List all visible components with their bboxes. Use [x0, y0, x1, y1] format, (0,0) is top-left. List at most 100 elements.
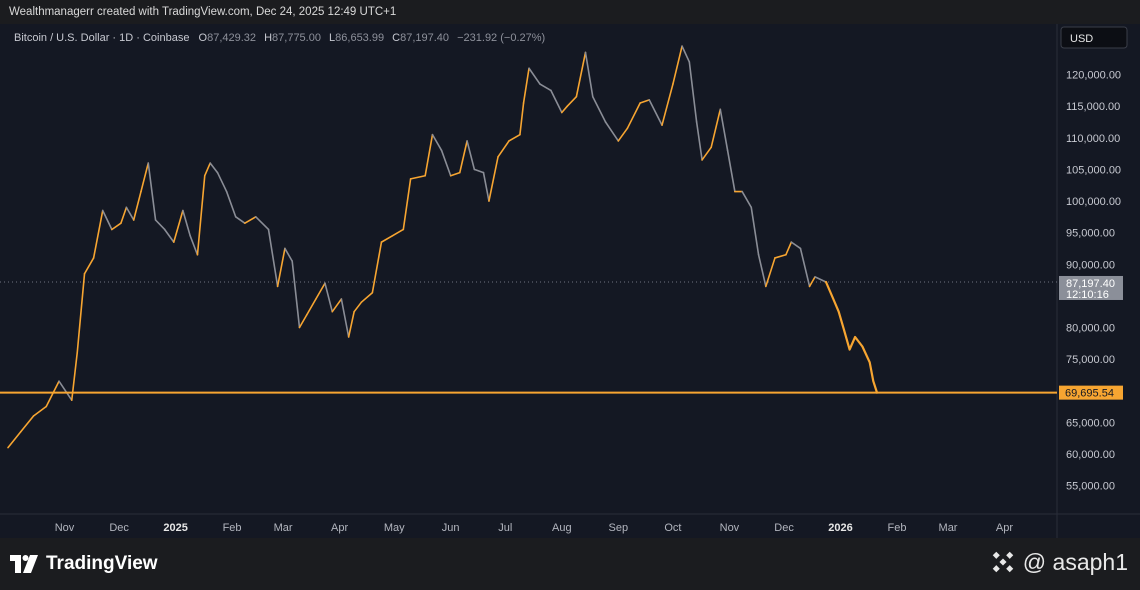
chart-credit: Wealthmanagerr created with TradingView.…: [9, 6, 397, 18]
price-segment: [550, 89, 563, 114]
time-tick-label: 2026: [828, 522, 852, 534]
plot-background: [0, 24, 1057, 514]
price-segment: [216, 171, 228, 193]
time-tick-label: Feb: [223, 522, 242, 534]
price-segment: [566, 95, 578, 107]
price-segment: [76, 272, 86, 354]
symbol-label: Bitcoin / U.S. Dollar · 1D · Coinbase: [14, 32, 189, 44]
price-segment: [154, 219, 166, 231]
price-segment: [688, 61, 698, 123]
open-label: O: [199, 32, 208, 44]
price-segment: [639, 99, 651, 104]
time-axis[interactable]: Nov Dec 2025 Feb Mar Apr May Jun Jul Aug Sep Oct Nov…: [55, 522, 1014, 534]
price-tick-label: 110,000.00: [1066, 133, 1120, 145]
price-segment: [111, 222, 122, 231]
price-segment: [473, 168, 485, 174]
price-segment: [431, 133, 443, 152]
time-tick-label: Nov: [55, 522, 75, 534]
time-tick-label: May: [384, 522, 405, 534]
price-segment: [741, 190, 753, 209]
price-axis[interactable]: 125,000.00120,000.00115,000.00110,000.00…: [1066, 38, 1121, 493]
price-segment: [648, 99, 663, 126]
price-segment: [324, 282, 334, 313]
price-segment: [681, 45, 691, 63]
price-segment: [528, 67, 541, 85]
price-segment: [402, 178, 412, 231]
price-series: [7, 45, 827, 449]
high-value: 87,775.00: [272, 32, 321, 44]
time-tick-label: Apr: [996, 522, 1013, 534]
price-tick-label: 75,000.00: [1066, 354, 1115, 366]
price-segment: [765, 257, 776, 288]
price-segment: [7, 431, 22, 449]
close-label: C: [392, 32, 400, 44]
price-tick-label: 90,000.00: [1066, 259, 1115, 271]
price-segment: [172, 209, 184, 243]
change-value: −231.92 (−0.27%): [457, 32, 545, 44]
price-segment: [234, 216, 246, 224]
currency-button-bg: [1060, 26, 1128, 49]
price-segment: [508, 133, 521, 142]
time-tick-label: Jun: [442, 522, 460, 534]
price-segment: [482, 171, 490, 202]
price-segment: [458, 140, 468, 174]
projection-series: [824, 280, 879, 394]
price-segment: [757, 253, 767, 288]
price-segment: [799, 247, 811, 288]
price-segment: [584, 51, 594, 98]
price-segment: [284, 247, 293, 262]
price-tick-label: 100,000.00: [1066, 196, 1121, 208]
price-segment: [561, 105, 569, 114]
chart-area[interactable]: 125,000.00120,000.00115,000.00110,000.00…: [0, 24, 1140, 538]
price-segment: [32, 405, 48, 417]
price-segment: [267, 228, 279, 288]
price-tick-label: 105,000.00: [1066, 164, 1121, 176]
price-segment: [83, 257, 95, 275]
price-segment: [424, 133, 434, 177]
low-label: L: [329, 32, 335, 44]
price-segment: [449, 171, 461, 177]
time-tick-label: Sep: [608, 522, 628, 534]
price-segment: [305, 298, 317, 316]
price-segment: [661, 83, 674, 126]
price-segment: [750, 206, 760, 256]
price-segment: [45, 380, 60, 408]
time-tick-label: Mar: [274, 522, 293, 534]
tradingview-icon: [10, 555, 38, 573]
current-price-value: 87,197.40: [1066, 278, 1115, 290]
tradingview-logo[interactable]: TradingView: [10, 553, 158, 575]
current-price-badge: 87,197.40 12:10:16: [1059, 275, 1123, 301]
price-tick-label: 95,000.00: [1066, 228, 1115, 240]
price-chart[interactable]: 125,000.00120,000.00115,000.00110,000.00…: [0, 24, 1140, 538]
price-tick-label: 55,000.00: [1066, 481, 1115, 493]
price-segment: [488, 155, 499, 202]
time-tick-label: Jul: [498, 522, 512, 534]
price-segment: [701, 146, 712, 161]
price-segment: [58, 380, 73, 401]
price-segment: [101, 209, 113, 231]
open-value: 87,429.32: [207, 32, 256, 44]
author-handle: @ asaph1: [989, 548, 1128, 576]
price-tick-label: 120,000.00: [1066, 70, 1121, 82]
currency-button[interactable]: USD: [1060, 26, 1128, 49]
price-segment: [189, 235, 199, 256]
price-segment: [147, 162, 157, 221]
price-segment: [719, 108, 729, 152]
time-tick-label: Feb: [888, 522, 907, 534]
time-tick-label: Mar: [939, 522, 958, 534]
price-segment: [591, 95, 607, 123]
high-label: H: [264, 32, 272, 44]
price-segment: [132, 190, 142, 221]
price-segment: [353, 301, 363, 313]
currency-button-label: USD: [1070, 33, 1093, 45]
current-price-badge-bg: [1059, 275, 1123, 300]
price-segment: [371, 241, 383, 294]
price-segment: [331, 298, 343, 313]
price-segment: [726, 149, 736, 193]
time-tick-label: Dec: [774, 522, 794, 534]
price-segment: [92, 209, 104, 259]
price-segment: [814, 276, 827, 283]
price-segment: [710, 108, 722, 149]
price-segment: [519, 102, 525, 136]
